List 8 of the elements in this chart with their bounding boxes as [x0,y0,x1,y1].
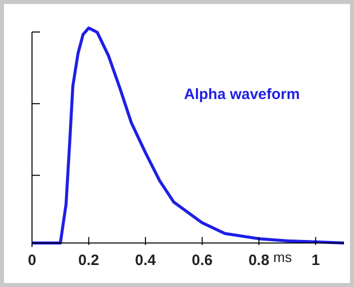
x-tick-label: 0.8 [248,252,270,269]
x-tick-label: 0.6 [192,252,213,269]
x-tick-label: 0.2 [78,252,100,269]
x-tick-label: 1 [311,252,320,269]
x-tick-label: 0 [28,252,36,269]
text: Alpha waveform [184,86,300,103]
x-tick-label: 0.4 [135,252,157,269]
x-axis-title: ms [273,249,292,265]
